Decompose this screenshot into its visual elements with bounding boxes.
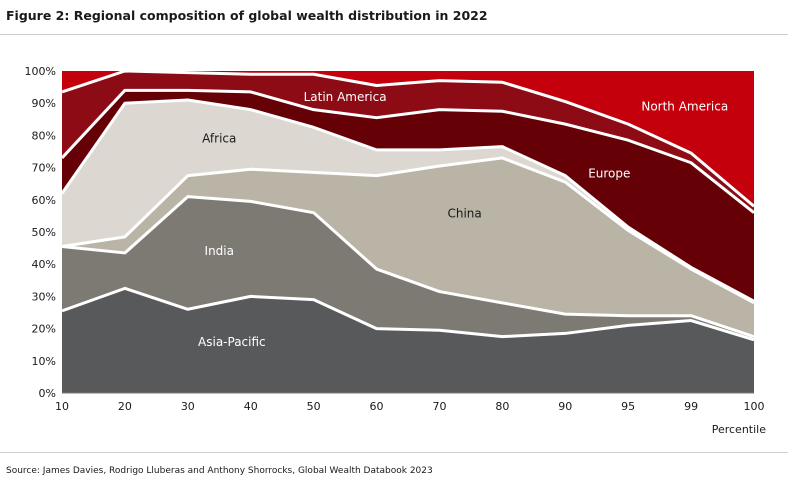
y-tick-label: 30% bbox=[32, 290, 56, 303]
separator-layer bbox=[60, 69, 755, 342]
x-tick-label: 40 bbox=[244, 400, 258, 413]
series-label-india: India bbox=[205, 244, 234, 258]
series-label-china: China bbox=[447, 206, 481, 220]
x-axis-label: Percentile bbox=[712, 423, 767, 436]
x-tick-label: 60 bbox=[370, 400, 384, 413]
x-tick-label: 10 bbox=[55, 400, 69, 413]
boundary-asia-pacific bbox=[61, 286, 755, 342]
area-asia-pacific bbox=[62, 288, 754, 393]
area-label-layer: Asia-Pacific India China Africa Europe Latin … bbox=[198, 90, 728, 349]
x-tick-label: 100 bbox=[744, 400, 765, 413]
y-tick-label: 20% bbox=[32, 323, 56, 336]
boundary-latin-america bbox=[61, 69, 755, 208]
y-tick-label: 70% bbox=[32, 162, 56, 175]
y-tick-label: 50% bbox=[32, 226, 56, 239]
x-tick-label: 30 bbox=[181, 400, 195, 413]
area-latin-america bbox=[62, 71, 754, 213]
area-china bbox=[62, 157, 754, 337]
y-tick-label: 0% bbox=[39, 387, 56, 400]
boundary-europe bbox=[60, 88, 755, 214]
area-layer bbox=[62, 71, 754, 393]
x-tick-label: 99 bbox=[684, 400, 698, 413]
area-north-america bbox=[62, 71, 754, 207]
y-tick-label: 100% bbox=[25, 65, 56, 78]
y-tick-label: 90% bbox=[32, 97, 56, 110]
area-africa bbox=[62, 99, 754, 303]
stacked-area-chart: 0% 10% 20% 30% 40% 50% 60% 70% 80% 90% 100% 10 20 30 4… bbox=[25, 65, 767, 436]
title-divider bbox=[0, 34, 788, 35]
chart-title: Figure 2: Regional composition of global… bbox=[6, 8, 488, 23]
x-tick-label: 90 bbox=[558, 400, 572, 413]
y-tick-label: 10% bbox=[32, 355, 56, 368]
series-label-europe: Europe bbox=[588, 167, 630, 181]
area-europe bbox=[62, 90, 754, 302]
x-tick-label: 50 bbox=[307, 400, 321, 413]
boundary-africa bbox=[60, 98, 755, 303]
y-tick-label: 40% bbox=[32, 258, 56, 271]
x-tick-label: 20 bbox=[118, 400, 132, 413]
boundary-china bbox=[61, 156, 755, 305]
source-note: Source: James Davies, Rodrigo Lluberas a… bbox=[6, 466, 433, 476]
x-tick-label: 70 bbox=[432, 400, 446, 413]
area-india bbox=[62, 196, 754, 340]
series-label-north-america: North America bbox=[641, 100, 728, 114]
series-label-latin-america: Latin America bbox=[304, 90, 387, 104]
y-tick-label: 80% bbox=[32, 129, 56, 142]
series-label-africa: Africa bbox=[202, 132, 236, 146]
axes-layer: 0% 10% 20% 30% 40% 50% 60% 70% 80% 90% 100% 10 20 30 4… bbox=[25, 65, 767, 436]
boundary-india bbox=[61, 195, 755, 339]
series-label-asia-pacific: Asia-Pacific bbox=[198, 335, 266, 349]
y-tick-label: 60% bbox=[32, 194, 56, 207]
x-tick-label: 95 bbox=[621, 400, 635, 413]
source-divider bbox=[0, 452, 788, 453]
x-tick-label: 80 bbox=[495, 400, 509, 413]
